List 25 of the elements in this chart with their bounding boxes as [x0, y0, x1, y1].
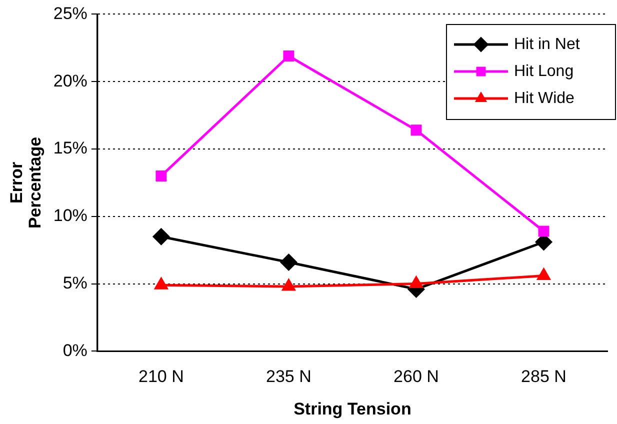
point — [537, 268, 550, 280]
point — [410, 124, 422, 136]
legend-label: Hit in Net — [514, 36, 580, 53]
point — [410, 276, 423, 288]
y-tick-label: 20% — [53, 71, 88, 90]
x-tick-label: 260 N — [394, 367, 439, 386]
y-tick-label: 0% — [62, 340, 88, 360]
legend-label: Hit Wide — [514, 90, 575, 107]
y-tick-label: 25% — [53, 4, 88, 23]
x-tick-label: 235 N — [266, 367, 312, 386]
y-tick-label: 10% — [53, 206, 88, 226]
legend-label: Hit Long — [514, 62, 574, 80]
point — [154, 278, 168, 290]
y-tick-label: 5% — [62, 273, 88, 292]
point — [152, 228, 170, 245]
x-tick-label: 210 N — [138, 367, 184, 386]
x-tick-label: 285 N — [521, 367, 566, 386]
point — [282, 279, 296, 291]
y-axis-title: Error Percentage — [7, 136, 45, 229]
y-tick-label: 15% — [53, 138, 88, 158]
point — [156, 170, 167, 182]
x-axis-title: String Tension — [294, 399, 412, 418]
point — [283, 50, 294, 62]
point — [538, 226, 550, 237]
point — [280, 254, 297, 270]
